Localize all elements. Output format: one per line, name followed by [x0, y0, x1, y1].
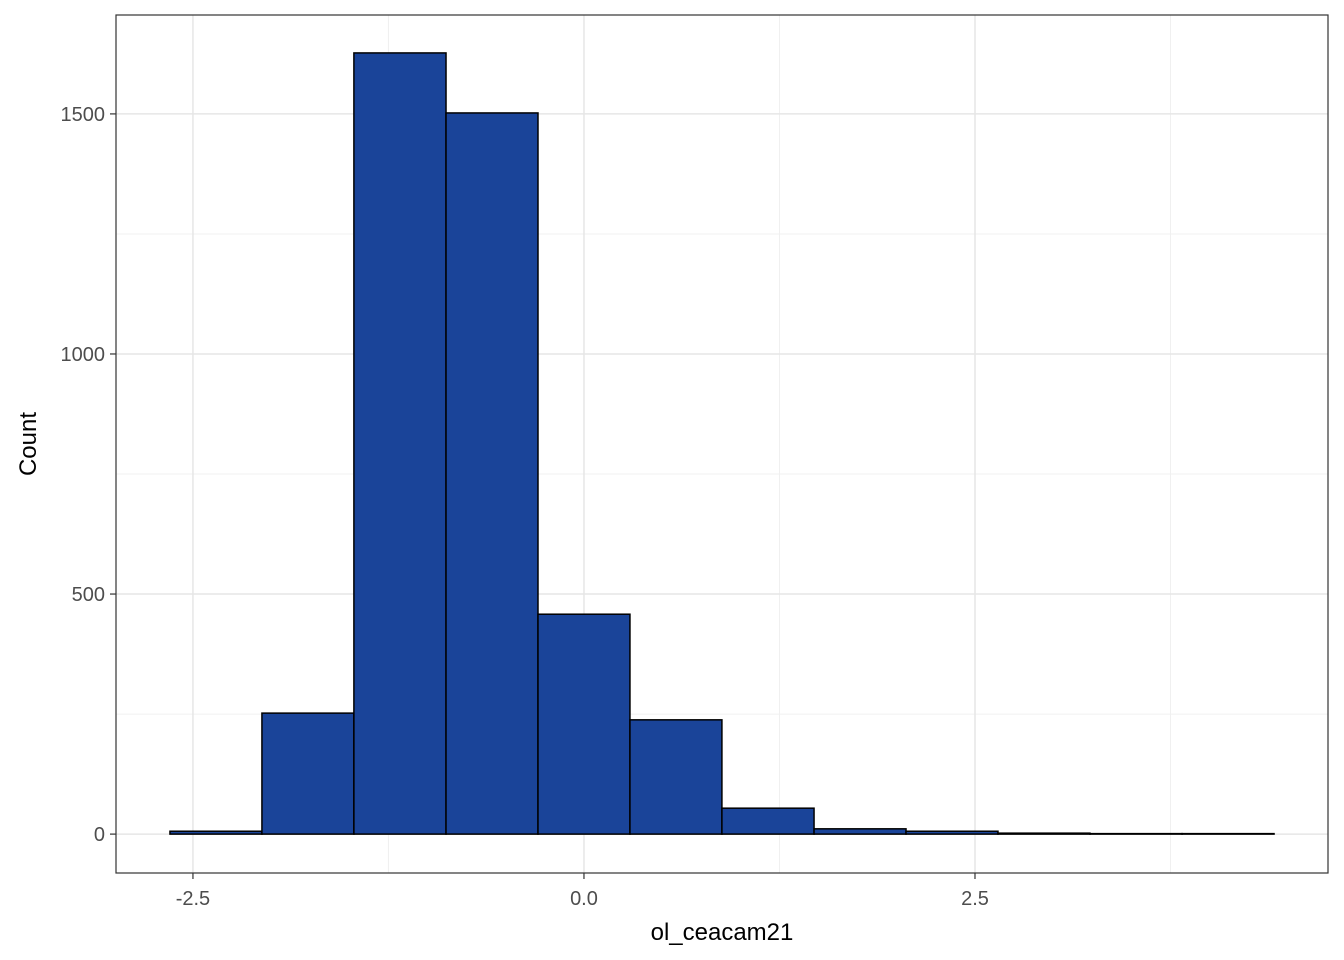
- bars: [169, 52, 1275, 835]
- x-tick-label: 0.0: [570, 888, 598, 910]
- y-tick-label: 500: [72, 584, 105, 606]
- y-tick-label: 0: [94, 824, 105, 846]
- y-tick-label: 1000: [61, 344, 106, 366]
- y-tick-label: 1500: [61, 104, 106, 126]
- x-tick-label: 2.5: [961, 888, 989, 910]
- bar: [629, 719, 723, 835]
- bar: [997, 832, 1091, 835]
- y-axis-title: Count: [15, 412, 42, 476]
- bar: [721, 807, 815, 835]
- x-axis-title: ol_ceacam21: [651, 919, 794, 946]
- bar: [169, 830, 263, 835]
- bar: [261, 712, 355, 835]
- bar: [813, 828, 907, 835]
- axes: -2.5 0.0 2.5 0 500 1000 1500: [61, 104, 989, 910]
- bar: [353, 52, 447, 835]
- bar: [445, 112, 539, 835]
- bar: [537, 613, 631, 835]
- bar: [905, 830, 999, 835]
- x-tick-label: -2.5: [176, 888, 210, 910]
- panel-border: [115, 14, 1329, 874]
